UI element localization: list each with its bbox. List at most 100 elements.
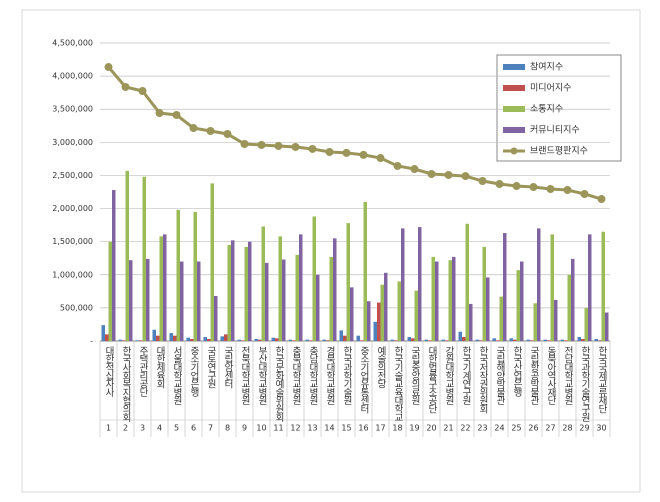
- legend-label: 참여지수: [530, 61, 563, 73]
- bar: [254, 339, 258, 341]
- bar: [384, 272, 388, 341]
- bar: [271, 337, 275, 341]
- bar: [152, 329, 156, 341]
- bar: [452, 256, 456, 341]
- bar: [146, 258, 150, 341]
- bar: [339, 330, 343, 341]
- bar: [513, 339, 517, 341]
- bar: [414, 290, 418, 341]
- line-marker: [359, 150, 368, 159]
- bar: [108, 241, 112, 341]
- bar: [197, 261, 201, 341]
- y-tick-label: 1,000,000: [52, 270, 93, 279]
- rank-label: 21: [443, 424, 453, 433]
- legend-swatch: [503, 64, 525, 70]
- bar: [537, 228, 541, 341]
- rank-label: 29: [579, 424, 589, 433]
- legend-label: 소통지수: [530, 104, 563, 115]
- legend-marker: [510, 147, 518, 155]
- bar: [129, 260, 133, 341]
- bar: [533, 303, 537, 341]
- line-marker: [206, 127, 215, 136]
- bar: [367, 301, 371, 341]
- y-tick-label: 4,000,000: [52, 72, 93, 81]
- category-label: 대한체육회: [154, 346, 165, 390]
- bar: [526, 339, 530, 341]
- category-label: 국립중앙의료원: [409, 346, 420, 405]
- bar: [571, 258, 575, 341]
- bar: [227, 244, 231, 341]
- bar: [564, 340, 568, 341]
- bar: [581, 339, 585, 341]
- category-label: 대한법률구조공단: [426, 346, 437, 413]
- line-marker: [512, 182, 521, 191]
- rank-label: 22: [460, 424, 470, 433]
- bar: [248, 241, 252, 341]
- bar: [122, 340, 126, 341]
- bar: [577, 337, 581, 341]
- category-label: 전북대학교병원: [239, 346, 250, 405]
- bar: [173, 335, 177, 341]
- line-marker: [342, 148, 351, 157]
- bar: [373, 321, 377, 341]
- legend-label: 브랜드평판지수: [530, 146, 588, 157]
- bar: [482, 246, 486, 341]
- bar: [159, 236, 163, 341]
- bar: [142, 176, 146, 341]
- bar: [550, 234, 554, 341]
- category-label: 중소기업은행: [188, 346, 199, 397]
- rank-label: 11: [273, 424, 283, 433]
- rank-label: 3: [140, 424, 145, 433]
- bar: [295, 254, 299, 341]
- y-tick-label: 4,500,000: [52, 39, 93, 48]
- bar: [176, 209, 180, 341]
- category-label: 대한적십자사: [103, 346, 114, 398]
- line-marker: [223, 129, 232, 138]
- bar: [275, 338, 279, 341]
- line-marker: [291, 142, 300, 151]
- rank-label: 15: [341, 424, 351, 433]
- bar: [397, 281, 401, 341]
- category-label: 경북대학교병원: [324, 345, 335, 405]
- rank-label: 1: [106, 424, 111, 433]
- bar: [465, 223, 469, 341]
- bar: [125, 170, 129, 341]
- category-label: 한국기술교육대학교: [392, 346, 403, 421]
- line-marker: [274, 141, 283, 150]
- bar: [486, 277, 490, 341]
- y-tick-label: 500,000: [60, 303, 93, 312]
- category-label: 예술의전당: [375, 346, 386, 389]
- bar: [156, 335, 160, 341]
- rank-label: 8: [225, 424, 230, 433]
- bar: [329, 256, 333, 341]
- bar: [118, 339, 122, 341]
- line-marker: [155, 108, 164, 117]
- bar: [214, 295, 218, 341]
- rank-label: 7: [208, 424, 213, 433]
- rank-label: 23: [477, 424, 487, 433]
- bar: [401, 228, 405, 341]
- bar: [411, 338, 415, 341]
- line-marker: [393, 161, 402, 170]
- bar: [258, 339, 262, 341]
- bar: [509, 338, 513, 341]
- category-label: 중소기업유통센터: [358, 346, 369, 414]
- line-marker: [189, 124, 198, 133]
- bar: [448, 260, 452, 341]
- y-tick-label: 2,500,000: [52, 171, 93, 180]
- line-marker: [478, 177, 487, 186]
- bar: [288, 339, 292, 341]
- bar: [326, 340, 330, 341]
- rank-label: 5: [174, 424, 179, 433]
- rank-label: 4: [157, 424, 162, 433]
- rank-label: 13: [307, 424, 317, 433]
- line-marker: [257, 140, 266, 149]
- bar: [309, 340, 313, 341]
- line-marker: [461, 172, 470, 181]
- rank-label: 9: [242, 424, 247, 433]
- bar: [390, 339, 394, 341]
- bar: [207, 339, 211, 341]
- rank-label: 30: [596, 424, 606, 433]
- rank-label: 10: [256, 424, 266, 433]
